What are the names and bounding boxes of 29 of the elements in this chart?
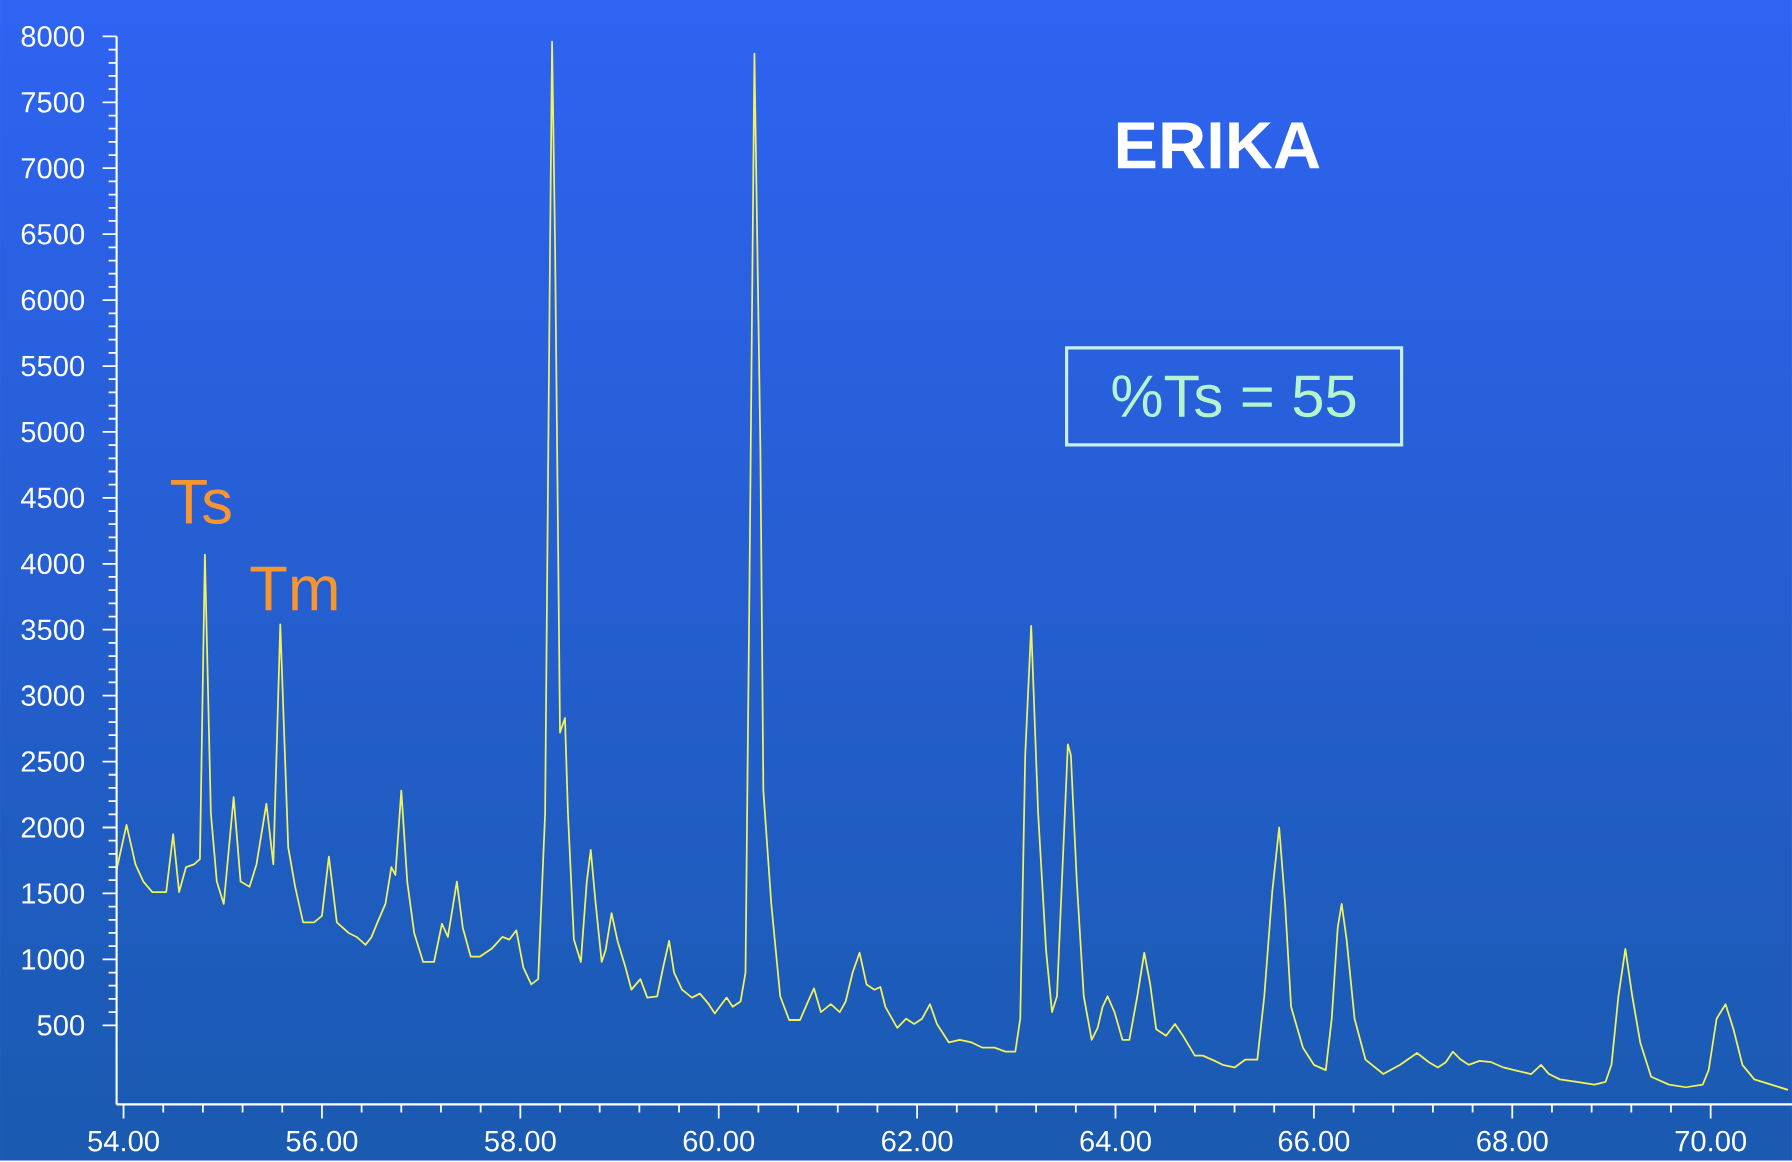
text: ERIKA [1117,122,1320,169]
y-tick-label: 2500 [21,751,85,772]
y-tick-label: 6500 [21,223,85,245]
y-tick-label: 3000 [21,685,85,706]
y-tick-label: 4000 [20,553,85,575]
x-tick-label: 66.00 [1278,1130,1350,1152]
x-tick-label: 68.00 [1477,1130,1548,1152]
y-tick-label: 6000 [21,289,85,311]
y-tick-label: 8000 [21,26,85,47]
x-tick-label: 60.00 [683,1130,755,1152]
annotation: %Ts = 55 [1112,375,1356,418]
x-tick-label: 62.00 [882,1130,953,1152]
y-tick-label: 2000 [21,817,85,838]
y-tick-label: 1000 [22,949,85,970]
y-tick-label: 7500 [21,92,85,113]
x-tick-label: 70.00 [1675,1130,1747,1152]
y-tick-label: 4500 [20,487,85,509]
y-tick-label: 500 [37,1014,85,1036]
y-tick-label: 5500 [21,355,85,377]
y-tick-label: 3500 [21,619,85,641]
x-tick-label: 64.00 [1080,1130,1151,1152]
x-tick-label: 56.00 [286,1130,358,1152]
annotation: Ts [171,479,231,525]
y-tick-label: 7000 [21,157,85,179]
annotation: Tm [250,566,337,611]
x-tick-label: 54.00 [88,1130,159,1152]
x-tick-label: 58.00 [484,1130,556,1152]
y-tick-label: 5000 [21,421,85,443]
y-tick-label: 1500 [22,883,85,904]
